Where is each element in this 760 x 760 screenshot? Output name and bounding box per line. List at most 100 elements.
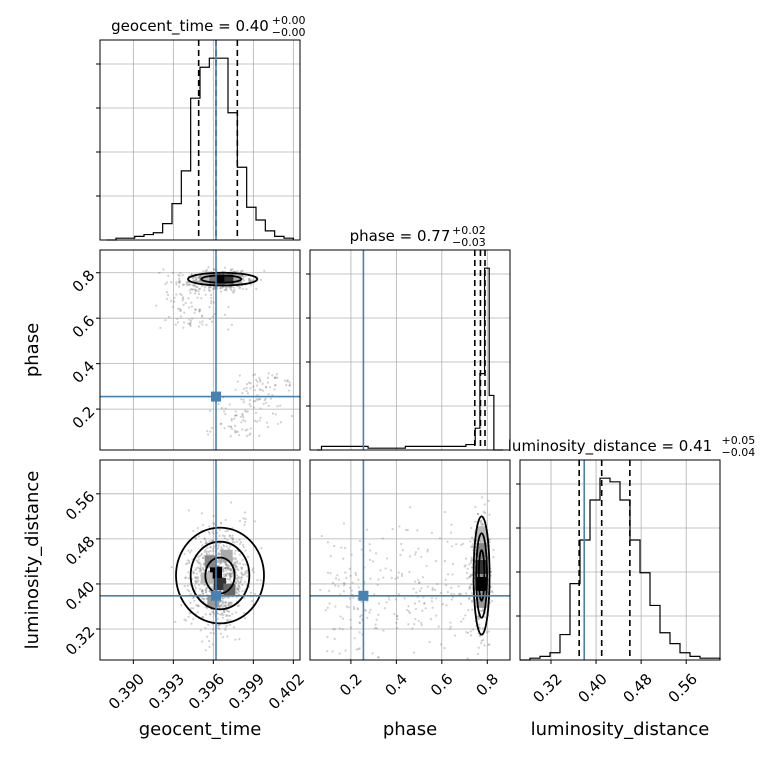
sample-point <box>319 588 322 592</box>
sample-point <box>187 283 190 286</box>
sample-point <box>231 534 234 537</box>
sample-point <box>224 601 227 604</box>
contour-line <box>187 271 259 287</box>
sample-point <box>220 604 223 607</box>
sample-point <box>274 413 277 416</box>
sample-point <box>229 623 232 627</box>
sample-point <box>482 510 486 513</box>
sample-point <box>254 593 257 596</box>
sample-point <box>183 618 186 621</box>
sample-point <box>229 545 232 548</box>
sample-point <box>189 593 192 596</box>
sample-point <box>435 560 438 563</box>
panel-frame <box>99 249 301 451</box>
sample-point <box>209 550 212 553</box>
sample-point <box>186 584 189 587</box>
sample-point <box>238 374 241 377</box>
sample-point <box>348 567 351 570</box>
sample-point <box>254 373 257 376</box>
y-tick-label: 0.4 <box>69 357 99 387</box>
sample-point <box>242 387 246 391</box>
sample-point <box>242 543 245 547</box>
sample-point <box>336 574 339 577</box>
sample-point <box>185 282 188 286</box>
sample-point <box>224 530 227 533</box>
sample-point <box>249 279 252 282</box>
sample-point <box>175 281 178 284</box>
sample-point <box>225 567 228 570</box>
sample-point <box>192 288 195 291</box>
sample-point <box>222 601 225 604</box>
sample-point <box>259 278 263 282</box>
sample-point <box>229 569 232 572</box>
sample-point <box>241 428 244 431</box>
sample-point <box>202 556 205 560</box>
sample-point <box>487 630 490 633</box>
sample-point <box>222 570 225 573</box>
sample-point <box>201 566 205 569</box>
sample-point <box>194 586 198 590</box>
sample-point <box>249 279 252 282</box>
sample-point <box>225 561 228 564</box>
sample-point <box>450 545 454 548</box>
sample-point <box>206 546 209 549</box>
sample-point <box>237 585 240 588</box>
sample-point <box>465 630 468 634</box>
sample-point <box>164 282 167 286</box>
sample-point <box>479 540 483 543</box>
sample-point <box>345 605 348 608</box>
density-cell <box>214 577 226 590</box>
sample-point <box>233 429 237 432</box>
sample-point <box>188 283 191 286</box>
sample-point <box>179 309 182 313</box>
sample-point <box>236 587 239 590</box>
sample-point <box>221 568 225 571</box>
sample-point <box>210 296 213 300</box>
sample-point <box>212 532 215 535</box>
sample-point <box>184 301 187 305</box>
sample-point <box>232 626 236 629</box>
sample-point <box>457 585 460 588</box>
sample-point <box>199 567 202 571</box>
sample-point <box>217 547 220 550</box>
sample-point <box>470 526 473 530</box>
panel-frame <box>309 249 511 451</box>
sample-point <box>210 539 213 542</box>
sample-point <box>227 425 230 428</box>
sample-point <box>226 596 229 599</box>
sample-point <box>190 305 194 308</box>
sample-point <box>231 538 235 541</box>
sample-point <box>194 290 198 293</box>
sample-point <box>446 540 449 544</box>
sample-point <box>446 573 450 576</box>
sample-point <box>418 581 421 584</box>
sample-point <box>417 619 420 623</box>
sample-point <box>252 279 255 282</box>
sample-point <box>276 376 279 379</box>
sample-point <box>198 276 201 279</box>
sample-point <box>230 601 233 604</box>
sample-point <box>464 557 468 560</box>
sample-point <box>226 610 230 613</box>
sample-point <box>349 618 352 621</box>
x-tick-label: 0.6 <box>427 670 457 700</box>
sample-point <box>203 597 206 601</box>
sample-point <box>254 411 258 414</box>
sample-point <box>328 602 331 605</box>
sample-point <box>176 317 179 321</box>
sample-point <box>379 569 382 572</box>
sample-point <box>197 535 201 538</box>
sample-point <box>420 621 423 624</box>
sample-point <box>273 388 276 391</box>
sample-point <box>269 386 272 389</box>
sample-point <box>235 565 238 569</box>
sample-point <box>190 273 194 276</box>
sample-point <box>205 550 208 553</box>
sample-point <box>199 275 202 278</box>
sample-point <box>178 307 181 310</box>
sample-point <box>236 380 239 383</box>
sample-point <box>342 584 346 587</box>
sample-point <box>332 627 335 631</box>
sample-point <box>201 323 204 326</box>
sample-point <box>438 537 442 540</box>
